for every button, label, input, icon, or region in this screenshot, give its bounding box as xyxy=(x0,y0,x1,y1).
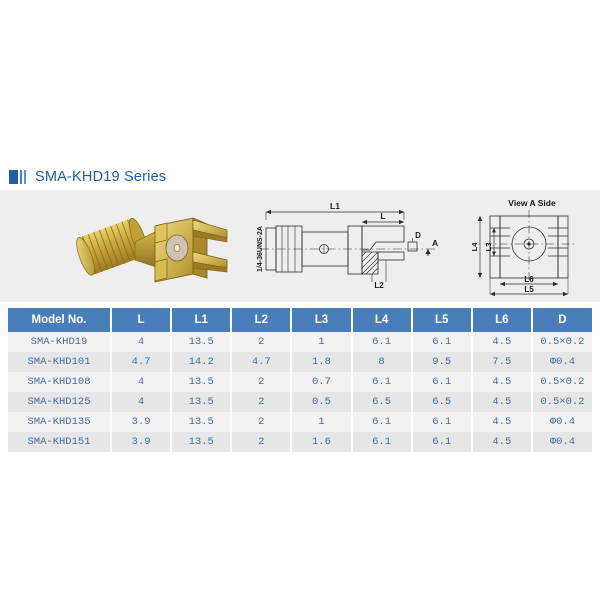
cell-l3: 1 xyxy=(291,412,353,432)
table-header-row: Model No. L L1 L2 L3 L4 L5 L6 D xyxy=(8,308,592,332)
cell-l5: 6.5 xyxy=(411,392,473,412)
cell-l: 4.7 xyxy=(111,352,173,372)
dimension-label-l3: L3 xyxy=(484,243,493,252)
cell-l2: 2 xyxy=(231,432,293,452)
cell-l: 3.9 xyxy=(111,412,173,432)
cell-l4: 6.1 xyxy=(351,432,413,452)
table-body: SMA-KHD19 4 13.5 2 1 6.1 6.1 4.5 0.5×0.2… xyxy=(8,332,592,452)
cell-l1: 13.5 xyxy=(171,372,233,392)
figure-panel: L1 L L2 D A 1/4-36UNS-2A View A Side xyxy=(0,190,600,302)
view-a-drawing: View A Side xyxy=(470,190,595,302)
product-photo xyxy=(55,190,245,302)
dimension-label-l1: L1 xyxy=(330,201,340,211)
cell-l: 4 xyxy=(111,332,173,352)
specification-table: Model No. L L1 L2 L3 L4 L5 L6 D SMA-KHD1… xyxy=(8,308,592,452)
blue-bars-icon xyxy=(9,170,26,184)
cell-d: Φ0.4 xyxy=(531,432,592,452)
cell-l6: 4.5 xyxy=(471,372,533,392)
cell-model: SMA-KHD135 xyxy=(8,412,112,432)
cell-l3: 0.7 xyxy=(291,372,353,392)
cell-l2: 4.7 xyxy=(231,352,293,372)
cell-l2: 2 xyxy=(231,412,293,432)
cell-l: 4 xyxy=(111,372,173,392)
cell-l5: 6.1 xyxy=(411,432,473,452)
cell-l4: 6.1 xyxy=(351,372,413,392)
table-row: SMA-KHD101 4.7 14.2 4.7 1.8 8 9.5 7.5 Φ0… xyxy=(8,352,592,372)
cell-model: SMA-KHD101 xyxy=(8,352,112,372)
cell-l6: 4.5 xyxy=(471,332,533,352)
table-row: SMA-KHD135 3.9 13.5 2 1 6.1 6.1 4.5 Φ0.4 xyxy=(8,412,592,432)
cell-l6: 4.5 xyxy=(471,412,533,432)
cell-model: SMA-KHD151 xyxy=(8,432,112,452)
cell-l1: 13.5 xyxy=(171,432,233,452)
cell-d: Φ0.4 xyxy=(531,352,592,372)
column-header-l6: L6 xyxy=(471,308,533,332)
cell-l3: 1.8 xyxy=(291,352,353,372)
column-header-d: D xyxy=(531,308,592,332)
column-header-l2: L2 xyxy=(231,308,293,332)
cell-model: SMA-KHD108 xyxy=(8,372,112,392)
table-row: SMA-KHD125 4 13.5 2 0.5 6.5 6.5 4.5 0.5×… xyxy=(8,392,592,412)
cell-l6: 4.5 xyxy=(471,432,533,452)
cell-d: 0.5×0.2 xyxy=(531,332,592,352)
cell-l4: 6.5 xyxy=(351,392,413,412)
dimension-label-l6: L6 xyxy=(524,275,534,284)
cell-l3: 1 xyxy=(291,332,353,352)
dimension-label-d: D xyxy=(415,231,421,240)
view-arrow-label-a: A xyxy=(432,238,438,248)
cell-l1: 13.5 xyxy=(171,332,233,352)
cell-l5: 6.1 xyxy=(411,412,473,432)
column-header-l: L xyxy=(111,308,173,332)
thread-spec-label: 1/4-36UNS-2A xyxy=(257,226,264,272)
cell-l1: 13.5 xyxy=(171,412,233,432)
column-header-model: Model No. xyxy=(8,308,112,332)
dimension-label-l2: L2 xyxy=(374,281,384,290)
cell-l1: 13.5 xyxy=(171,392,233,412)
cell-model: SMA-KHD19 xyxy=(8,332,112,352)
cell-l4: 8 xyxy=(351,352,413,372)
cell-l3: 0.5 xyxy=(291,392,353,412)
table-row: SMA-KHD151 3.9 13.5 2 1.6 6.1 6.1 4.5 Φ0… xyxy=(8,432,592,452)
dimension-label-l: L xyxy=(380,211,385,221)
cell-l2: 2 xyxy=(231,392,293,412)
cell-d: 0.5×0.2 xyxy=(531,392,592,412)
view-a-title: View A Side xyxy=(508,198,556,208)
cell-l6: 7.5 xyxy=(471,352,533,372)
side-view-drawing: L1 L L2 D A 1/4-36UNS-2A xyxy=(252,190,447,302)
column-header-l5: L5 xyxy=(411,308,473,332)
page-title-row: SMA-KHD19 Series xyxy=(0,164,166,190)
cell-d: Φ0.4 xyxy=(531,412,592,432)
cell-l1: 14.2 xyxy=(171,352,233,372)
cell-l6: 4.5 xyxy=(471,392,533,412)
cell-l5: 6.1 xyxy=(411,372,473,392)
cell-l4: 6.1 xyxy=(351,332,413,352)
page-title: SMA-KHD19 Series xyxy=(35,169,167,185)
table-row: SMA-KHD108 4 13.5 2 0.7 6.1 6.1 4.5 0.5×… xyxy=(8,372,592,392)
cell-l2: 2 xyxy=(231,332,293,352)
cell-l5: 9.5 xyxy=(411,352,473,372)
cell-l3: 1.6 xyxy=(291,432,353,452)
cell-l2: 2 xyxy=(231,372,293,392)
column-header-l3: L3 xyxy=(291,308,353,332)
cell-model: SMA-KHD125 xyxy=(8,392,112,412)
cell-l5: 6.1 xyxy=(411,332,473,352)
column-header-l1: L1 xyxy=(171,308,233,332)
dimension-label-l5: L5 xyxy=(524,285,534,294)
dimension-label-l4: L4 xyxy=(470,242,479,252)
cell-l4: 6.1 xyxy=(351,412,413,432)
table-row: SMA-KHD19 4 13.5 2 1 6.1 6.1 4.5 0.5×0.2 xyxy=(8,332,592,352)
cell-l: 4 xyxy=(111,392,173,412)
column-header-l4: L4 xyxy=(351,308,413,332)
cell-l: 3.9 xyxy=(111,432,173,452)
cell-d: 0.5×0.2 xyxy=(531,372,592,392)
